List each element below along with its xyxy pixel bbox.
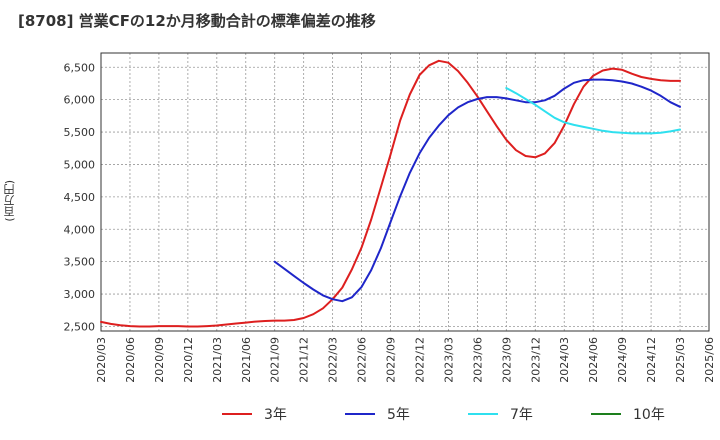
series-lines	[100, 59, 681, 328]
y-tick-label: 5,500	[64, 126, 96, 139]
grid-lines	[100, 53, 710, 331]
x-tick-label: 2021/12	[298, 337, 311, 383]
x-axis-ticks: 2020/03 2020/06 2020/09 2020/12 2021/03 2021/…	[95, 337, 716, 383]
y-tick-label: 4,000	[64, 223, 96, 236]
x-tick-label: 2023/06	[471, 337, 484, 383]
series-line-5年	[273, 78, 681, 303]
x-tick-label: 2020/03	[95, 337, 108, 383]
x-tick-label: 2021/03	[211, 337, 224, 383]
x-tick-label: 2023/12	[529, 337, 542, 383]
x-tick-label: 2025/06	[703, 337, 716, 383]
x-tick-label: 2022/03	[327, 337, 340, 383]
x-tick-label: 2023/09	[500, 337, 513, 383]
x-tick-label: 2020/06	[124, 337, 137, 383]
x-tick-label: 2025/03	[674, 337, 687, 383]
series-line-7年	[505, 87, 681, 135]
plot-area-frame	[100, 52, 710, 332]
chart-title: [8708] 営業CFの12か月移動合計の標準偏差の推移	[18, 12, 376, 30]
legend: 3年 5年 7年 10年	[222, 407, 665, 423]
x-tick-label: 2021/06	[240, 337, 253, 383]
x-tick-label: 2020/12	[182, 337, 195, 383]
y-axis-ticks: 2,500 3,000 3,500 4,000 4,500 5,000 5,500 6,000…	[64, 61, 96, 333]
y-tick-label: 5,000	[64, 158, 96, 171]
x-tick-label: 2024/06	[587, 337, 600, 383]
series-line-3年	[100, 59, 681, 328]
y-tick-label: 6,000	[64, 94, 96, 107]
y-tick-label: 2,500	[64, 320, 96, 333]
legend-label-7年: 7年	[510, 407, 533, 423]
y-tick-label: 3,000	[64, 288, 96, 301]
x-tick-label: 2022/06	[356, 337, 369, 383]
x-tick-label: 2022/12	[413, 337, 426, 383]
x-tick-label: 2022/09	[385, 337, 398, 383]
y-tick-label: 6,500	[64, 61, 96, 74]
legend-label-5年: 5年	[387, 407, 410, 423]
y-tick-label: 3,500	[64, 256, 96, 269]
legend-label-3年: 3年	[264, 407, 287, 423]
x-tick-label: 2023/03	[442, 337, 455, 383]
y-tick-label: 4,500	[64, 191, 96, 204]
x-tick-label: 2021/09	[269, 337, 282, 383]
legend-label-10年: 10年	[633, 407, 665, 423]
x-tick-label: 2024/03	[558, 337, 571, 383]
x-tick-label: 2024/12	[645, 337, 658, 383]
x-tick-label: 2024/09	[616, 337, 629, 383]
x-tick-label: 2020/09	[153, 337, 166, 383]
